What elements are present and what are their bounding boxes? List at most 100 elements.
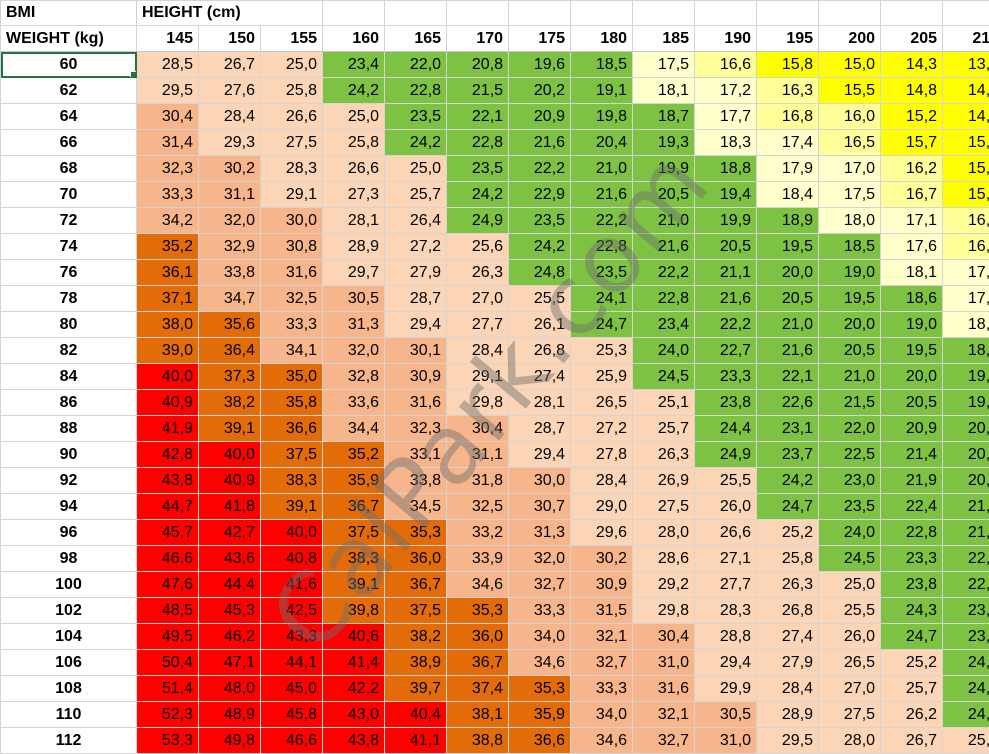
bmi-value-cell[interactable]: 22,2 [509, 156, 571, 182]
weight-row-header-cell[interactable]: 110 [1, 702, 137, 728]
bmi-value-cell[interactable]: 22,7 [695, 338, 757, 364]
bmi-value-cell[interactable]: 30,4 [137, 104, 199, 130]
bmi-value-cell[interactable]: 15,2 [881, 104, 943, 130]
bmi-value-cell[interactable]: 30,0 [261, 208, 323, 234]
bmi-value-cell[interactable]: 26,7 [881, 728, 943, 754]
bmi-value-cell[interactable]: 20,8 [447, 52, 509, 78]
bmi-value-cell[interactable]: 40,4 [385, 702, 447, 728]
weight-row-header-cell[interactable]: 72 [1, 208, 137, 234]
bmi-value-cell[interactable]: 29,2 [633, 572, 695, 598]
bmi-value-cell[interactable]: 20,9 [881, 416, 943, 442]
weight-row-header-cell[interactable]: 112 [1, 728, 137, 754]
bmi-value-cell[interactable]: 19,5 [757, 234, 819, 260]
bmi-value-cell[interactable]: 21,5 [447, 78, 509, 104]
bmi-value-cell[interactable]: 16,8 [943, 234, 989, 260]
bmi-value-cell[interactable]: 18,1 [943, 312, 989, 338]
bmi-value-cell[interactable]: 23,7 [757, 442, 819, 468]
bmi-value-cell[interactable]: 17,5 [819, 182, 881, 208]
bmi-value-cell[interactable]: 20,5 [757, 286, 819, 312]
bmi-value-cell[interactable]: 43,8 [323, 728, 385, 754]
bmi-value-cell[interactable]: 35,9 [509, 702, 571, 728]
weight-row-header-cell[interactable]: 62 [1, 78, 137, 104]
bmi-value-cell[interactable]: 26,7 [199, 52, 261, 78]
height-header-cell[interactable]: 165 [385, 26, 447, 52]
bmi-value-cell[interactable]: 22,8 [633, 286, 695, 312]
bmi-value-cell[interactable]: 23,4 [633, 312, 695, 338]
bmi-value-cell[interactable]: 29,8 [633, 598, 695, 624]
bmi-value-cell[interactable]: 24,1 [571, 286, 633, 312]
bmi-value-cell[interactable]: 40,0 [137, 364, 199, 390]
bmi-value-cell[interactable]: 36,6 [261, 416, 323, 442]
bmi-value-cell[interactable]: 52,3 [137, 702, 199, 728]
bmi-value-cell[interactable]: 38,3 [323, 546, 385, 572]
bmi-value-cell[interactable]: 36,0 [385, 546, 447, 572]
empty-cell[interactable] [571, 1, 633, 26]
weight-row-header-cell[interactable]: 92 [1, 468, 137, 494]
bmi-value-cell[interactable]: 23,8 [881, 572, 943, 598]
bmi-value-cell[interactable]: 42,7 [199, 520, 261, 546]
bmi-value-cell[interactable]: 20,5 [819, 338, 881, 364]
bmi-value-cell[interactable]: 18,6 [881, 286, 943, 312]
bmi-value-cell[interactable]: 24,4 [695, 416, 757, 442]
bmi-value-cell[interactable]: 40,8 [261, 546, 323, 572]
bmi-value-cell[interactable]: 23,8 [695, 390, 757, 416]
empty-cell[interactable] [695, 1, 757, 26]
bmi-value-cell[interactable]: 20,5 [633, 182, 695, 208]
bmi-value-cell[interactable]: 22,8 [571, 234, 633, 260]
bmi-value-cell[interactable]: 18,5 [819, 234, 881, 260]
bmi-value-cell[interactable]: 25,0 [261, 52, 323, 78]
bmi-value-cell[interactable]: 29,6 [571, 520, 633, 546]
bmi-value-cell[interactable]: 23,5 [819, 494, 881, 520]
bmi-value-cell[interactable]: 26,3 [757, 572, 819, 598]
bmi-value-cell[interactable]: 25,7 [385, 182, 447, 208]
bmi-value-cell[interactable]: 21,9 [881, 468, 943, 494]
bmi-value-cell[interactable]: 20,5 [881, 390, 943, 416]
bmi-value-cell[interactable]: 23,5 [509, 208, 571, 234]
bmi-value-cell[interactable]: 20,0 [819, 312, 881, 338]
bmi-value-cell[interactable]: 51,4 [137, 676, 199, 702]
bmi-value-cell[interactable]: 24,3 [881, 598, 943, 624]
bmi-value-cell[interactable]: 27,4 [757, 624, 819, 650]
bmi-value-cell[interactable]: 38,0 [137, 312, 199, 338]
bmi-value-cell[interactable]: 39,8 [323, 598, 385, 624]
bmi-value-cell[interactable]: 30,4 [447, 416, 509, 442]
weight-row-header-cell[interactable]: 84 [1, 364, 137, 390]
bmi-value-cell[interactable]: 37,3 [199, 364, 261, 390]
bmi-value-cell[interactable]: 44,7 [137, 494, 199, 520]
bmi-value-cell[interactable]: 35,3 [385, 520, 447, 546]
bmi-value-cell[interactable]: 24,7 [571, 312, 633, 338]
bmi-value-cell[interactable]: 24,5 [819, 546, 881, 572]
bmi-value-cell[interactable]: 23,6 [943, 624, 989, 650]
bmi-value-cell[interactable]: 28,0 [819, 728, 881, 754]
weight-row-header-cell[interactable]: 78 [1, 286, 137, 312]
bmi-value-cell[interactable]: 36,7 [447, 650, 509, 676]
fill-handle[interactable] [130, 71, 137, 78]
bmi-value-cell[interactable]: 35,8 [261, 390, 323, 416]
bmi-value-cell[interactable]: 24,7 [757, 494, 819, 520]
weight-row-header-cell[interactable]: 104 [1, 624, 137, 650]
bmi-value-cell[interactable]: 14,3 [881, 52, 943, 78]
bmi-value-cell[interactable]: 39,1 [199, 416, 261, 442]
bmi-value-cell[interactable]: 31,1 [199, 182, 261, 208]
bmi-value-cell[interactable]: 30,2 [199, 156, 261, 182]
bmi-value-cell[interactable]: 28,0 [633, 520, 695, 546]
bmi-value-cell[interactable]: 24,9 [447, 208, 509, 234]
bmi-value-cell[interactable]: 34,4 [323, 416, 385, 442]
bmi-value-cell[interactable]: 20,2 [509, 78, 571, 104]
bmi-value-cell[interactable]: 22,8 [447, 130, 509, 156]
bmi-value-cell[interactable]: 28,4 [571, 468, 633, 494]
bmi-value-cell[interactable]: 21,8 [943, 520, 989, 546]
bmi-value-cell[interactable]: 15,5 [819, 78, 881, 104]
bmi-value-cell[interactable]: 27,7 [447, 312, 509, 338]
bmi-value-cell[interactable]: 42,5 [261, 598, 323, 624]
bmi-value-cell[interactable]: 36,0 [447, 624, 509, 650]
bmi-value-cell[interactable]: 32,7 [509, 572, 571, 598]
bmi-value-cell[interactable]: 30,9 [385, 364, 447, 390]
bmi-value-cell[interactable]: 30,5 [323, 286, 385, 312]
bmi-value-cell[interactable]: 24,8 [509, 260, 571, 286]
bmi-value-cell[interactable]: 28,5 [137, 52, 199, 78]
height-header-cell[interactable]: 180 [571, 26, 633, 52]
bmi-value-cell[interactable]: 26,2 [881, 702, 943, 728]
bmi-value-cell[interactable]: 33,9 [447, 546, 509, 572]
bmi-value-cell[interactable]: 31,1 [447, 442, 509, 468]
